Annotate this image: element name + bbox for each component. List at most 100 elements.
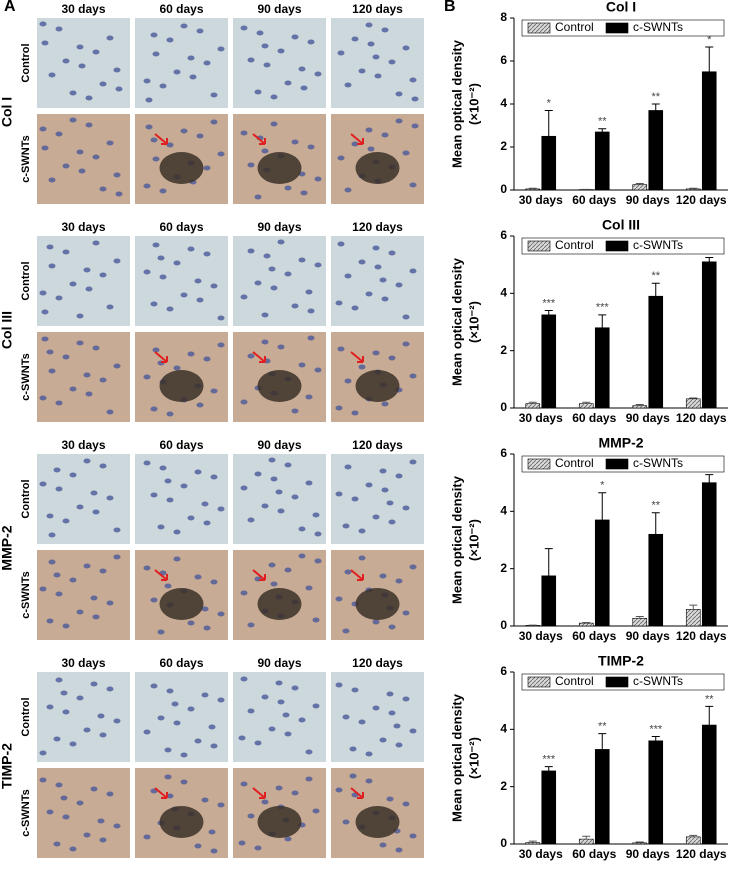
error-bar — [705, 46, 714, 72]
significance: *** — [596, 302, 610, 314]
nucleus — [180, 23, 188, 29]
nucleus — [247, 708, 255, 714]
chart-title: MMP-2 — [598, 435, 643, 451]
nucleus — [374, 73, 382, 79]
nucleus — [194, 469, 202, 475]
nucleus — [152, 242, 160, 248]
nucleus — [247, 622, 255, 628]
particle-cluster — [355, 370, 400, 402]
nucleus — [291, 408, 299, 414]
nucleus — [379, 737, 387, 743]
nucleus — [409, 77, 417, 83]
nucleus — [201, 692, 209, 698]
nucleus — [372, 245, 380, 251]
nucleus — [83, 372, 91, 378]
nucleus — [62, 163, 70, 169]
nucleus — [307, 144, 315, 150]
y-tick-label: 2 — [500, 343, 507, 357]
nucleus — [173, 529, 181, 535]
nucleus — [62, 814, 70, 820]
nucleus — [314, 531, 322, 537]
nucleus — [157, 629, 165, 635]
nucleus — [254, 89, 262, 95]
nucleus — [238, 840, 246, 846]
significance: * — [547, 97, 552, 109]
nucleus — [379, 842, 387, 848]
nucleus — [344, 187, 352, 193]
nucleus — [261, 312, 269, 318]
nucleus — [173, 260, 181, 266]
nucleus — [55, 782, 63, 788]
nucleus — [113, 172, 121, 178]
nucleus — [83, 727, 91, 733]
nucleus — [261, 43, 269, 49]
nucleus — [46, 513, 54, 519]
nucleus — [335, 300, 343, 306]
error-bar — [582, 835, 591, 840]
nucleus — [145, 97, 153, 103]
y-axis-label: Mean optical density — [449, 475, 464, 604]
error-bar — [582, 401, 591, 404]
nucleus — [76, 313, 84, 319]
x-tick-label: 90 days — [626, 193, 670, 207]
nucleus — [247, 813, 255, 819]
nucleus — [157, 715, 165, 721]
y-tick-label: 4 — [500, 286, 507, 300]
nucleus — [277, 239, 285, 245]
nucleus — [92, 345, 100, 351]
nucleus — [247, 248, 255, 254]
nucleus — [201, 797, 209, 803]
y-tick-label: 2 — [500, 779, 507, 793]
nucleus — [201, 501, 209, 507]
nucleus — [365, 127, 373, 133]
micrograph — [37, 454, 130, 544]
nucleus — [372, 705, 380, 711]
error-bar — [544, 310, 553, 315]
nucleus — [196, 297, 204, 303]
nucleus — [335, 787, 343, 793]
error-bar — [598, 128, 607, 132]
error-bar — [528, 840, 537, 843]
bar — [578, 403, 594, 409]
nucleus — [60, 690, 68, 696]
y-tick-label: 2 — [500, 139, 507, 153]
nucleus — [113, 67, 121, 73]
nucleus — [41, 145, 49, 151]
group-label: Col I — [0, 97, 15, 127]
arrow — [252, 351, 266, 363]
x-tick-label: 60 days — [572, 193, 616, 207]
nucleus — [388, 59, 396, 65]
micrograph — [233, 18, 326, 108]
arrow — [154, 787, 168, 799]
nucleus — [282, 712, 290, 718]
nucleus — [41, 336, 49, 342]
row-label: Control — [20, 479, 32, 518]
nucleus — [344, 464, 352, 470]
nucleus — [180, 779, 188, 785]
nucleus — [409, 564, 417, 570]
arrow — [154, 133, 168, 145]
nucleus — [62, 249, 70, 255]
nucleus — [85, 122, 93, 128]
y-axis-unit: (×10⁻²) — [466, 301, 481, 343]
error-bar — [651, 103, 660, 111]
nucleus — [312, 512, 320, 518]
error-bar — [635, 404, 644, 406]
column-header: 30 days — [61, 656, 105, 670]
nucleus — [270, 121, 278, 127]
legend-swatch — [527, 22, 551, 34]
nucleus — [411, 123, 419, 129]
nucleus — [166, 411, 174, 417]
x-tick-label: 90 days — [626, 411, 670, 425]
nucleus — [97, 818, 105, 824]
nucleus — [90, 681, 98, 687]
nucleus — [300, 85, 308, 91]
nucleus — [284, 80, 292, 86]
significance: *** — [542, 297, 556, 309]
nucleus — [113, 527, 121, 533]
bar — [701, 724, 717, 845]
legend: Control c-SWNTs — [521, 455, 725, 473]
nucleus — [39, 126, 47, 132]
row-label: Control — [20, 697, 32, 736]
